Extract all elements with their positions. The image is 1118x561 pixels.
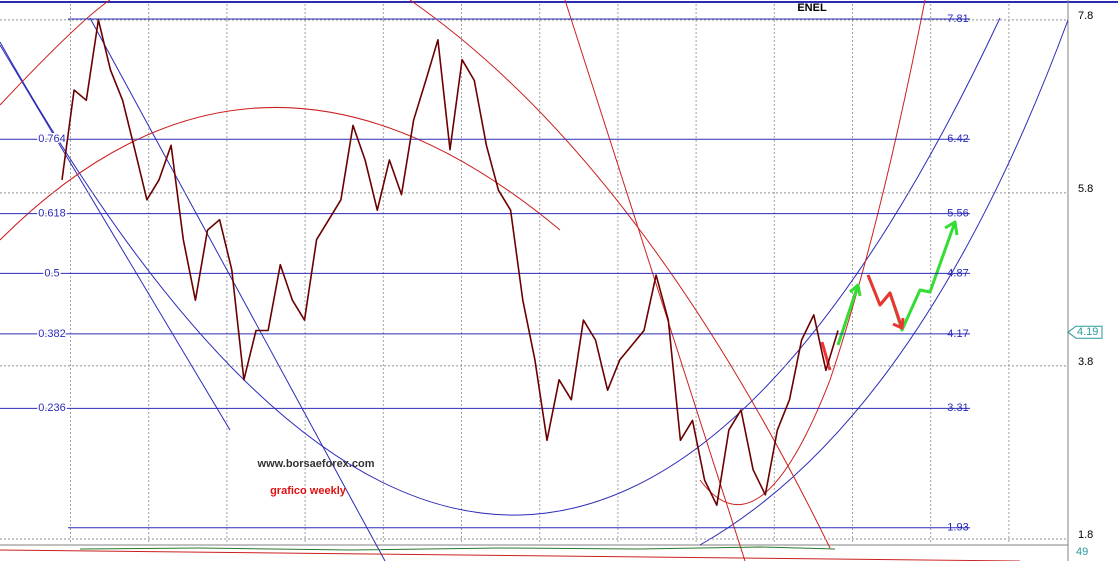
fib-value-label: 3.31: [947, 402, 968, 414]
forecast-arrows: [820, 220, 959, 371]
y-tick-label: 1.8: [1078, 529, 1093, 541]
fib-value-label: 5.56: [947, 208, 968, 220]
chart-title: ENEL: [797, 2, 827, 14]
fib-ratio-label: 0.764: [38, 133, 66, 145]
red-arrow-head: [892, 317, 905, 330]
indicator-line: [79, 546, 836, 551]
green-arrow-head: [849, 283, 862, 297]
fib-value-label: 6.42: [947, 133, 968, 145]
fib-ratio-label: 0.382: [38, 328, 66, 340]
last-value-label: 4.19: [1077, 326, 1098, 338]
green-arrow-head: [944, 220, 959, 236]
y-tick-label: 3.8: [1078, 356, 1093, 368]
fib-ratio-label: 0.236: [38, 402, 66, 414]
red-arrow: [820, 341, 832, 371]
fib-value-label: 1.93: [947, 522, 968, 534]
blue-line: [89, 17, 386, 561]
blue-line: [0, 44, 231, 431]
fib-value-label: 7.81: [947, 13, 968, 25]
fib-ratio-label: 0.5: [44, 267, 59, 279]
indicator-label: 49: [1076, 546, 1088, 558]
watermark: www.borsaeforex.com: [257, 458, 375, 470]
red-line: [0, 549, 1021, 561]
fib-value-label: 4.87: [947, 267, 968, 279]
red-arc: [0, 106, 561, 241]
y-tick-label: 7.8: [1078, 10, 1093, 22]
subtitle: grafico weekly: [270, 485, 347, 497]
green-arrow: [836, 284, 860, 346]
price-line: [61, 19, 839, 507]
fib-value-label: 4.17: [947, 328, 968, 340]
red-arrow: [866, 274, 904, 329]
red-arc: [699, 0, 926, 506]
y-tick-label: 5.8: [1078, 183, 1093, 195]
vertical-grid: [68, 4, 1068, 544]
blue-arc: [699, 19, 1069, 546]
fib-ratio-label: 0.618: [38, 208, 66, 220]
blue-arc: [0, 17, 1001, 516]
red-arc: [0, 0, 111, 106]
last-value-marker: [1067, 325, 1103, 339]
